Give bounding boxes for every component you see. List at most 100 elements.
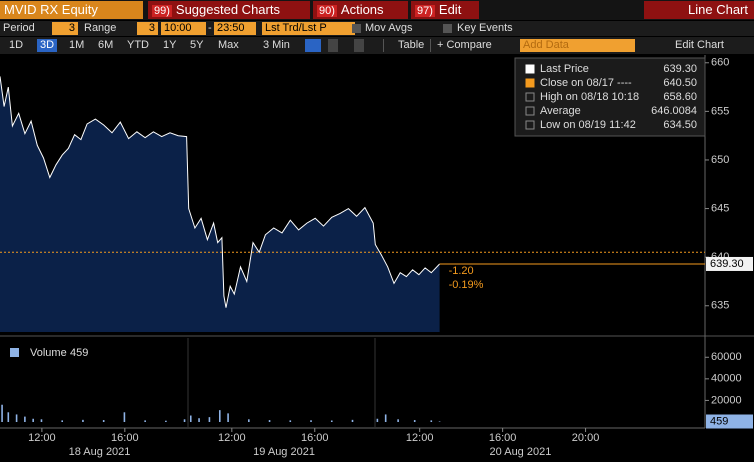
legend: Last Price 639.30 Close on 08/17 ---- 640.5…	[514, 57, 706, 137]
legend-marker	[525, 120, 535, 130]
checkbox[interactable]	[352, 24, 361, 33]
volume-bar	[40, 419, 43, 422]
x-tick-label: 16:00	[111, 432, 139, 444]
price-line	[0, 76, 440, 308]
volume-bar	[351, 419, 354, 422]
range-button[interactable]: 3D	[37, 39, 58, 52]
volume-y-tick-label: 40000	[711, 373, 742, 385]
checkbox[interactable]	[443, 24, 452, 33]
volume-bar	[384, 414, 387, 422]
menu-key: 97)	[415, 5, 435, 17]
table-button[interactable]: Table	[383, 39, 427, 52]
x-tick-label: 12:00	[218, 432, 246, 444]
range-button[interactable]: 5Y	[190, 39, 204, 51]
end-time-input[interactable]: 23:50	[214, 22, 256, 35]
range-button[interactable]: 1M	[69, 39, 85, 51]
legend-value: 639.30	[663, 63, 697, 75]
menu-key: 90)	[317, 5, 337, 17]
volume-bar	[61, 420, 64, 422]
volume-legend-value: 459	[70, 347, 88, 359]
change-pct-label: -0.19%	[449, 279, 484, 291]
menu-item[interactable]: 97) Edit	[411, 1, 479, 19]
range-button[interactable]: YTD	[127, 39, 149, 51]
field-select[interactable]: Lst Trd/Lst P	[262, 22, 355, 35]
period-input[interactable]: 3	[52, 22, 78, 35]
legend-marker	[525, 78, 535, 88]
y-tick-label: 655	[711, 105, 729, 117]
menu-label: Actions	[340, 2, 384, 17]
volume-bar	[7, 412, 10, 422]
price-area	[0, 76, 440, 333]
legend-marker	[525, 64, 535, 74]
volume-bar	[227, 413, 229, 422]
x-tick-label: 20:00	[572, 432, 600, 444]
menu-item[interactable]: 99) Suggested Charts	[148, 1, 310, 19]
volume-bar	[413, 420, 416, 422]
mov-avgs-toggle[interactable]: Mov Avgs	[365, 22, 413, 34]
legend-label: High on 08/18 10:18	[540, 91, 639, 103]
volume-bar	[144, 420, 146, 422]
last-price-tag	[706, 256, 753, 271]
settings-icon-button[interactable]	[354, 39, 364, 52]
legend-label: Average	[540, 105, 581, 117]
date-label: 20 Aug 2021	[490, 446, 552, 458]
ticker[interactable]: MVID RX Equity	[0, 1, 143, 19]
range-input[interactable]: 3	[137, 22, 158, 35]
volume-bar	[165, 420, 167, 422]
range-label: Range	[84, 22, 117, 34]
bar-icon-button[interactable]	[328, 39, 338, 52]
y-tick-label: 660	[711, 57, 729, 69]
range-button[interactable]: Max	[218, 39, 239, 51]
volume-bar	[32, 418, 34, 422]
legend-label: Last Price	[540, 63, 589, 75]
range-button[interactable]: 1Y	[163, 39, 177, 51]
y-tick-label: 635	[711, 300, 729, 312]
volume-bar	[1, 404, 3, 422]
interval-select[interactable]: 3 Min	[263, 39, 290, 51]
volume-legend-label: Volume	[30, 347, 67, 359]
volume-bar	[198, 418, 200, 422]
volume-bar	[289, 420, 292, 422]
start-time-input[interactable]: 10:00	[161, 22, 206, 35]
volume-bar	[310, 420, 312, 422]
volume-bar	[248, 419, 250, 422]
legend-value: 658.60	[663, 91, 697, 103]
x-tick-label: 16:00	[301, 432, 329, 444]
x-tick-label: 16:00	[489, 432, 517, 444]
volume-y-tick-label: 20000	[711, 394, 742, 406]
legend-label: Close on 08/17 ----	[540, 77, 632, 89]
line-icon-button[interactable]	[305, 39, 321, 52]
compare-button[interactable]: + Compare	[430, 39, 495, 52]
volume-legend-swatch	[10, 348, 19, 357]
edit-chart-button[interactable]: Edit Chart	[675, 39, 724, 51]
volume-bar	[15, 414, 18, 422]
legend-label: Low on 08/19 11:42	[540, 119, 636, 131]
volume-bar	[123, 412, 126, 422]
volume-bar	[330, 420, 333, 422]
change-label: -1.20	[449, 265, 474, 277]
add-data-input[interactable]: Add Data	[520, 39, 635, 52]
toolbar-settings: Period 3 Range 3 10:00 - 23:50 Lst Trd/L…	[0, 21, 754, 36]
range-button[interactable]: 6M	[98, 39, 114, 51]
legend-box	[514, 57, 706, 137]
menu-item[interactable]: 90) Actions	[313, 1, 408, 19]
period-label: Period	[3, 22, 35, 34]
y-tick-label: 645	[711, 202, 729, 214]
time-separator: -	[208, 22, 212, 34]
date-label: 19 Aug 2021	[253, 446, 315, 458]
legend-marker	[525, 92, 535, 102]
volume-bar	[82, 419, 84, 422]
y-tick-label: 650	[711, 154, 729, 166]
volume-y-tick-label: 60000	[711, 351, 742, 363]
toolbar-ranges: 3 Min Table + Compare Add Data Edit Char…	[0, 37, 754, 54]
volume-bar	[430, 420, 433, 422]
volume-bar	[208, 417, 211, 422]
volume-bar	[102, 420, 105, 422]
x-tick-label: 12:00	[406, 432, 434, 444]
range-button[interactable]: 1D	[9, 39, 24, 51]
menu-key: 99)	[152, 5, 172, 17]
volume-bar	[183, 419, 186, 422]
key-events-toggle[interactable]: Key Events	[457, 22, 513, 34]
